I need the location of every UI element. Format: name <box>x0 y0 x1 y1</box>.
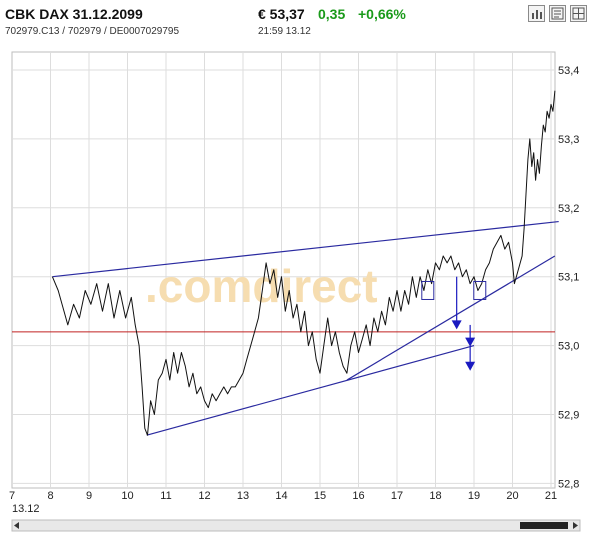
chart-type-button[interactable] <box>528 5 545 22</box>
scroll-left-icon[interactable] <box>14 522 19 529</box>
horizontal-scrollbar[interactable] <box>11 519 581 532</box>
instrument-ids: 702979.C13 / 702979 / DE0007029795 <box>5 26 180 37</box>
scrollbar-thumb[interactable] <box>520 522 568 529</box>
price-chart: .comdirect 7 8 9 10 11 12 13 14 15 16 17 18 19 20 21 1… <box>9 51 581 532</box>
trendlines <box>52 220 559 436</box>
annotation-arrow-head <box>451 320 462 330</box>
x-tick-label: 17 <box>391 490 403 502</box>
y-axis: 53,4 53,3 53,2 53,1 53,0 52,9 52,8 <box>558 65 579 490</box>
y-tick-label: 53,2 <box>558 203 579 215</box>
plot-frame <box>11 51 556 489</box>
annotation-arrow-head <box>465 361 476 371</box>
chart-type-icon <box>532 10 542 19</box>
grid-button[interactable] <box>570 5 587 22</box>
price-line <box>51 90 556 436</box>
x-axis: 7 8 9 10 11 12 13 14 15 16 17 18 19 20 21 <box>9 490 557 502</box>
instrument-title: CBK DAX 31.12.2099 <box>5 6 143 22</box>
x-tick-label: 14 <box>275 490 287 502</box>
x-tick-label: 10 <box>121 490 133 502</box>
y-tick-label: 52,8 <box>558 478 579 490</box>
annotation-box <box>421 280 435 300</box>
annotations <box>421 276 487 371</box>
y-tick-label: 53,0 <box>558 341 579 353</box>
trendline <box>146 345 475 436</box>
y-tick-label: 53,3 <box>558 134 579 146</box>
price-change: 0,35 <box>318 6 346 22</box>
news-icon <box>551 7 564 20</box>
last-price: € 53,37 <box>258 6 305 22</box>
x-tick-label: 9 <box>86 490 92 502</box>
x-tick-label: 13 <box>237 490 249 502</box>
watermark: .comdirect <box>145 260 378 312</box>
y-tick-label: 52,9 <box>558 410 579 422</box>
scroll-right-icon[interactable] <box>573 522 578 529</box>
annotation-arrow-head <box>465 337 476 347</box>
news-button[interactable] <box>549 5 566 22</box>
scrollbar-track[interactable] <box>11 519 581 532</box>
price-series <box>51 90 556 436</box>
x-tick-label: 12 <box>198 490 210 502</box>
trendline <box>346 255 556 381</box>
price-change-percent: +0,66% <box>358 6 406 22</box>
x-tick-label: 18 <box>429 490 441 502</box>
x-tick-label: 11 <box>160 490 171 502</box>
annotation-box <box>473 280 487 300</box>
quote-header: CBK DAX 31.12.2099 702979.C13 / 702979 /… <box>0 0 592 44</box>
x-tick-label: 15 <box>314 490 326 502</box>
x-axis-date: 13.12 <box>12 503 40 515</box>
x-tick-label: 19 <box>468 490 480 502</box>
x-tick-label: 16 <box>352 490 364 502</box>
x-tick-label: 8 <box>47 490 53 502</box>
x-tick-label: 7 <box>9 490 15 502</box>
quote-timestamp: 21:59 13.12 <box>258 26 311 37</box>
x-tick-label: 20 <box>506 490 518 502</box>
chart-grid <box>12 52 555 488</box>
grid-icon <box>572 7 585 20</box>
y-tick-label: 53,4 <box>558 65 579 77</box>
y-tick-label: 53,1 <box>558 272 579 284</box>
x-tick-label: 21 <box>545 490 557 502</box>
trendline <box>52 220 559 278</box>
